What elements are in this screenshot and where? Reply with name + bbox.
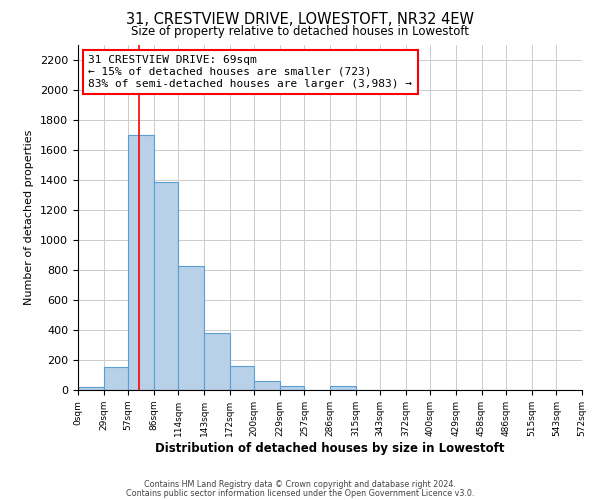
Text: 31, CRESTVIEW DRIVE, LOWESTOFT, NR32 4EW: 31, CRESTVIEW DRIVE, LOWESTOFT, NR32 4EW bbox=[126, 12, 474, 28]
Bar bbox=[78, 387, 104, 390]
Bar bbox=[254, 381, 280, 390]
Bar bbox=[204, 333, 230, 390]
Bar bbox=[154, 182, 178, 390]
Y-axis label: Number of detached properties: Number of detached properties bbox=[25, 130, 34, 305]
Text: Contains public sector information licensed under the Open Government Licence v3: Contains public sector information licen… bbox=[126, 488, 474, 498]
Bar bbox=[330, 386, 356, 390]
Bar bbox=[128, 135, 154, 390]
Bar bbox=[280, 386, 304, 390]
Bar bbox=[178, 266, 204, 390]
Text: Size of property relative to detached houses in Lowestoft: Size of property relative to detached ho… bbox=[131, 25, 469, 38]
Text: 31 CRESTVIEW DRIVE: 69sqm
← 15% of detached houses are smaller (723)
83% of semi: 31 CRESTVIEW DRIVE: 69sqm ← 15% of detac… bbox=[88, 56, 412, 88]
X-axis label: Distribution of detached houses by size in Lowestoft: Distribution of detached houses by size … bbox=[155, 442, 505, 454]
Text: Contains HM Land Registry data © Crown copyright and database right 2024.: Contains HM Land Registry data © Crown c… bbox=[144, 480, 456, 489]
Bar bbox=[230, 366, 254, 390]
Bar bbox=[104, 367, 128, 390]
